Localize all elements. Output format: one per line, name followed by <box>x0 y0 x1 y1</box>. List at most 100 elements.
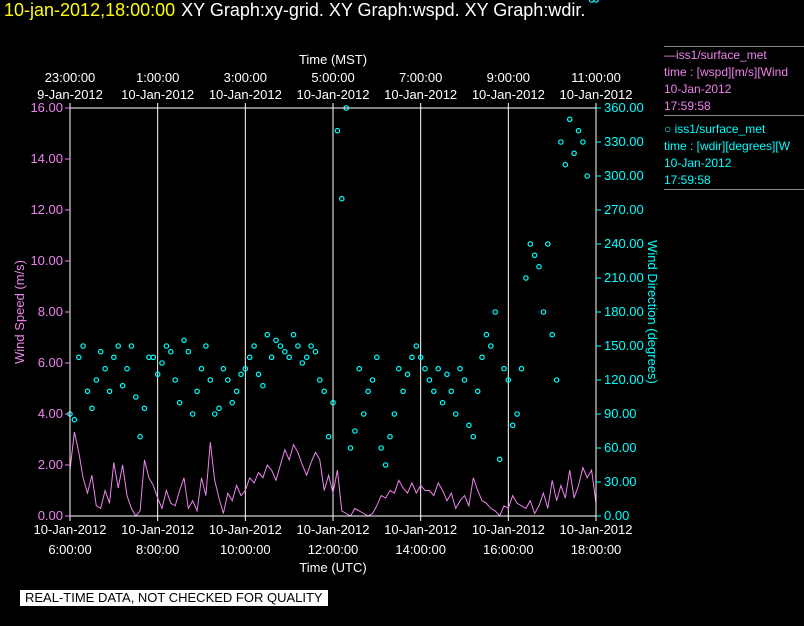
wdir-point <box>562 161 569 168</box>
wdir-point <box>146 354 152 361</box>
wdir-point <box>290 331 297 338</box>
wdir-point <box>479 354 485 361</box>
wdir-point <box>558 139 564 145</box>
legend-wspd: —iss1/surface_met time : [wspd][m/s][Win… <box>664 46 804 116</box>
wdir-point <box>544 241 551 247</box>
y-left-axis-label: Wind Speed (m/s) <box>12 260 27 364</box>
wdir-point <box>277 343 284 349</box>
y-left-tick-label: 8.00 <box>38 304 63 319</box>
x-tick-time: 12:00:00 <box>308 542 359 557</box>
wdir-point <box>483 331 490 338</box>
x-tick-date: 10-Jan-2012 <box>34 522 107 537</box>
y-right-tick-label: 210.00 <box>604 270 644 285</box>
wdir-point <box>198 365 205 372</box>
y-right-tick-label: 270.00 <box>604 202 644 217</box>
wdir-point <box>435 365 442 372</box>
wdir-point <box>536 263 542 270</box>
wdir-point <box>470 433 477 440</box>
wdir-point <box>141 405 148 412</box>
wdir-point <box>404 371 411 378</box>
x-tick-date: 10-Jan-2012 <box>384 522 457 537</box>
x-tick-date: 10-Jan-2012 <box>297 522 370 537</box>
wdir-point <box>220 365 227 372</box>
x-tick-time: 14:00:00 <box>395 542 446 557</box>
legend-wdir-field: time : [wdir][degrees][W <box>664 139 791 153</box>
x-tick-time: 10:00:00 <box>220 542 271 557</box>
wdir-point <box>514 411 520 417</box>
wdir-point <box>238 371 244 378</box>
wdir-point <box>233 388 240 395</box>
wdir-point <box>295 343 301 349</box>
wdir-point <box>312 348 319 355</box>
wdir-point <box>71 416 78 423</box>
wdir-point <box>172 377 179 383</box>
wdir-point <box>154 371 161 378</box>
legend-wspd-time: 17:59:58 <box>664 99 711 113</box>
legend-wspd-date: 10-Jan-2012 <box>664 82 732 96</box>
x-top-tick-date: 10-Jan-2012 <box>560 87 633 102</box>
wdir-point <box>452 411 459 417</box>
legend-wdir-time: 17:59:58 <box>664 173 711 187</box>
x-top-tick-date: 10-Jan-2012 <box>297 87 370 102</box>
wdir-point <box>119 382 126 389</box>
y-right-tick-label: 240.00 <box>604 236 644 251</box>
wspd-line <box>69 431 597 517</box>
legend-wdir: ○ iss1/surface_met time : [wdir][degrees… <box>664 121 804 190</box>
wdir-point <box>566 116 573 123</box>
wdir-point <box>457 365 463 372</box>
wdir-point <box>391 411 398 417</box>
x-top-tick-time: 23:00:00 <box>45 70 96 85</box>
legend-wspd-field: time : [wspd][m/s][Wind <box>664 65 789 79</box>
wdir-point <box>509 422 516 429</box>
graph-list: XY Graph:xy-grid. XY Graph:wspd. XY Grap… <box>181 0 586 20</box>
y-right-tick-label: 300.00 <box>604 168 644 183</box>
wdir-point <box>430 388 437 395</box>
wdir-point <box>181 337 187 344</box>
y-right-tick-label: 0.00 <box>604 508 629 523</box>
legend-wspd-source: —iss1/surface_met <box>664 48 767 62</box>
wdir-point <box>365 388 371 395</box>
y-left-tick-label: 2.00 <box>38 457 63 472</box>
wdir-point <box>303 354 310 361</box>
y-left-tick-label: 12.00 <box>30 202 63 217</box>
wdir-point <box>211 411 218 417</box>
wdir-point <box>426 377 433 383</box>
graph-title: 10-jan-2012,18:00:00 XY Graph:xy-grid. XY… <box>4 0 585 21</box>
wspd-series <box>69 431 597 517</box>
wdir-point <box>474 388 481 395</box>
wdir-point <box>286 354 293 361</box>
wdir-point <box>492 309 499 315</box>
wdir-point <box>229 399 236 406</box>
wdir-point <box>588 0 595 3</box>
wdir-point <box>409 354 415 361</box>
wdir-point <box>168 348 174 355</box>
y-right-axis-label: Wind Direction (degrees) <box>645 240 660 384</box>
wdir-point <box>347 445 354 451</box>
wdir-point <box>89 405 95 412</box>
wdir-point <box>571 150 577 157</box>
x-top-tick-time: 7:00:00 <box>399 70 442 85</box>
wdir-point <box>225 377 231 383</box>
wdir-point <box>299 360 306 366</box>
wdir-point <box>137 433 143 440</box>
wdir-point <box>580 139 586 145</box>
wdir-point <box>387 433 393 440</box>
wdir-point <box>338 195 345 202</box>
x-top-tick-time: 1:00:00 <box>136 70 179 85</box>
wdir-point <box>115 343 122 349</box>
wdir-point <box>413 343 420 349</box>
wdir-point <box>150 354 157 361</box>
wdir-series <box>67 0 599 468</box>
wdir-point <box>185 348 192 355</box>
y-left-tick-label: 6.00 <box>38 355 63 370</box>
wdir-point <box>487 343 494 349</box>
wdir-point <box>102 365 108 372</box>
wdir-point <box>80 343 86 349</box>
wdir-point <box>321 388 328 395</box>
x-tick-time: 8:00:00 <box>136 542 179 557</box>
wdir-point <box>360 411 367 417</box>
wdir-point <box>281 348 288 355</box>
y-right-tick-label: 150.00 <box>604 338 644 353</box>
y-left-tick-label: 10.00 <box>30 253 63 268</box>
wdir-point <box>128 343 135 349</box>
